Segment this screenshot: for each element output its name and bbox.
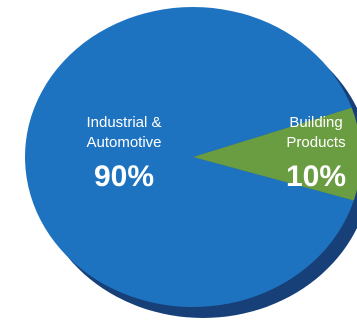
pie-slice-industrial-automotive bbox=[24, 6, 354, 307]
slice-label-industrial-automotive-line2: Automotive bbox=[86, 134, 161, 151]
pie-slice-building-products bbox=[193, 107, 357, 201]
slice-label-building-products-line1: Building bbox=[289, 114, 342, 131]
slice-value-building-products: 10% bbox=[286, 160, 346, 193]
slice-label-industrial-automotive-line1: Industrial & bbox=[86, 114, 161, 131]
slice-label-building-products-line2: Products bbox=[286, 134, 345, 151]
slice-value-industrial-automotive: 90% bbox=[94, 160, 154, 193]
